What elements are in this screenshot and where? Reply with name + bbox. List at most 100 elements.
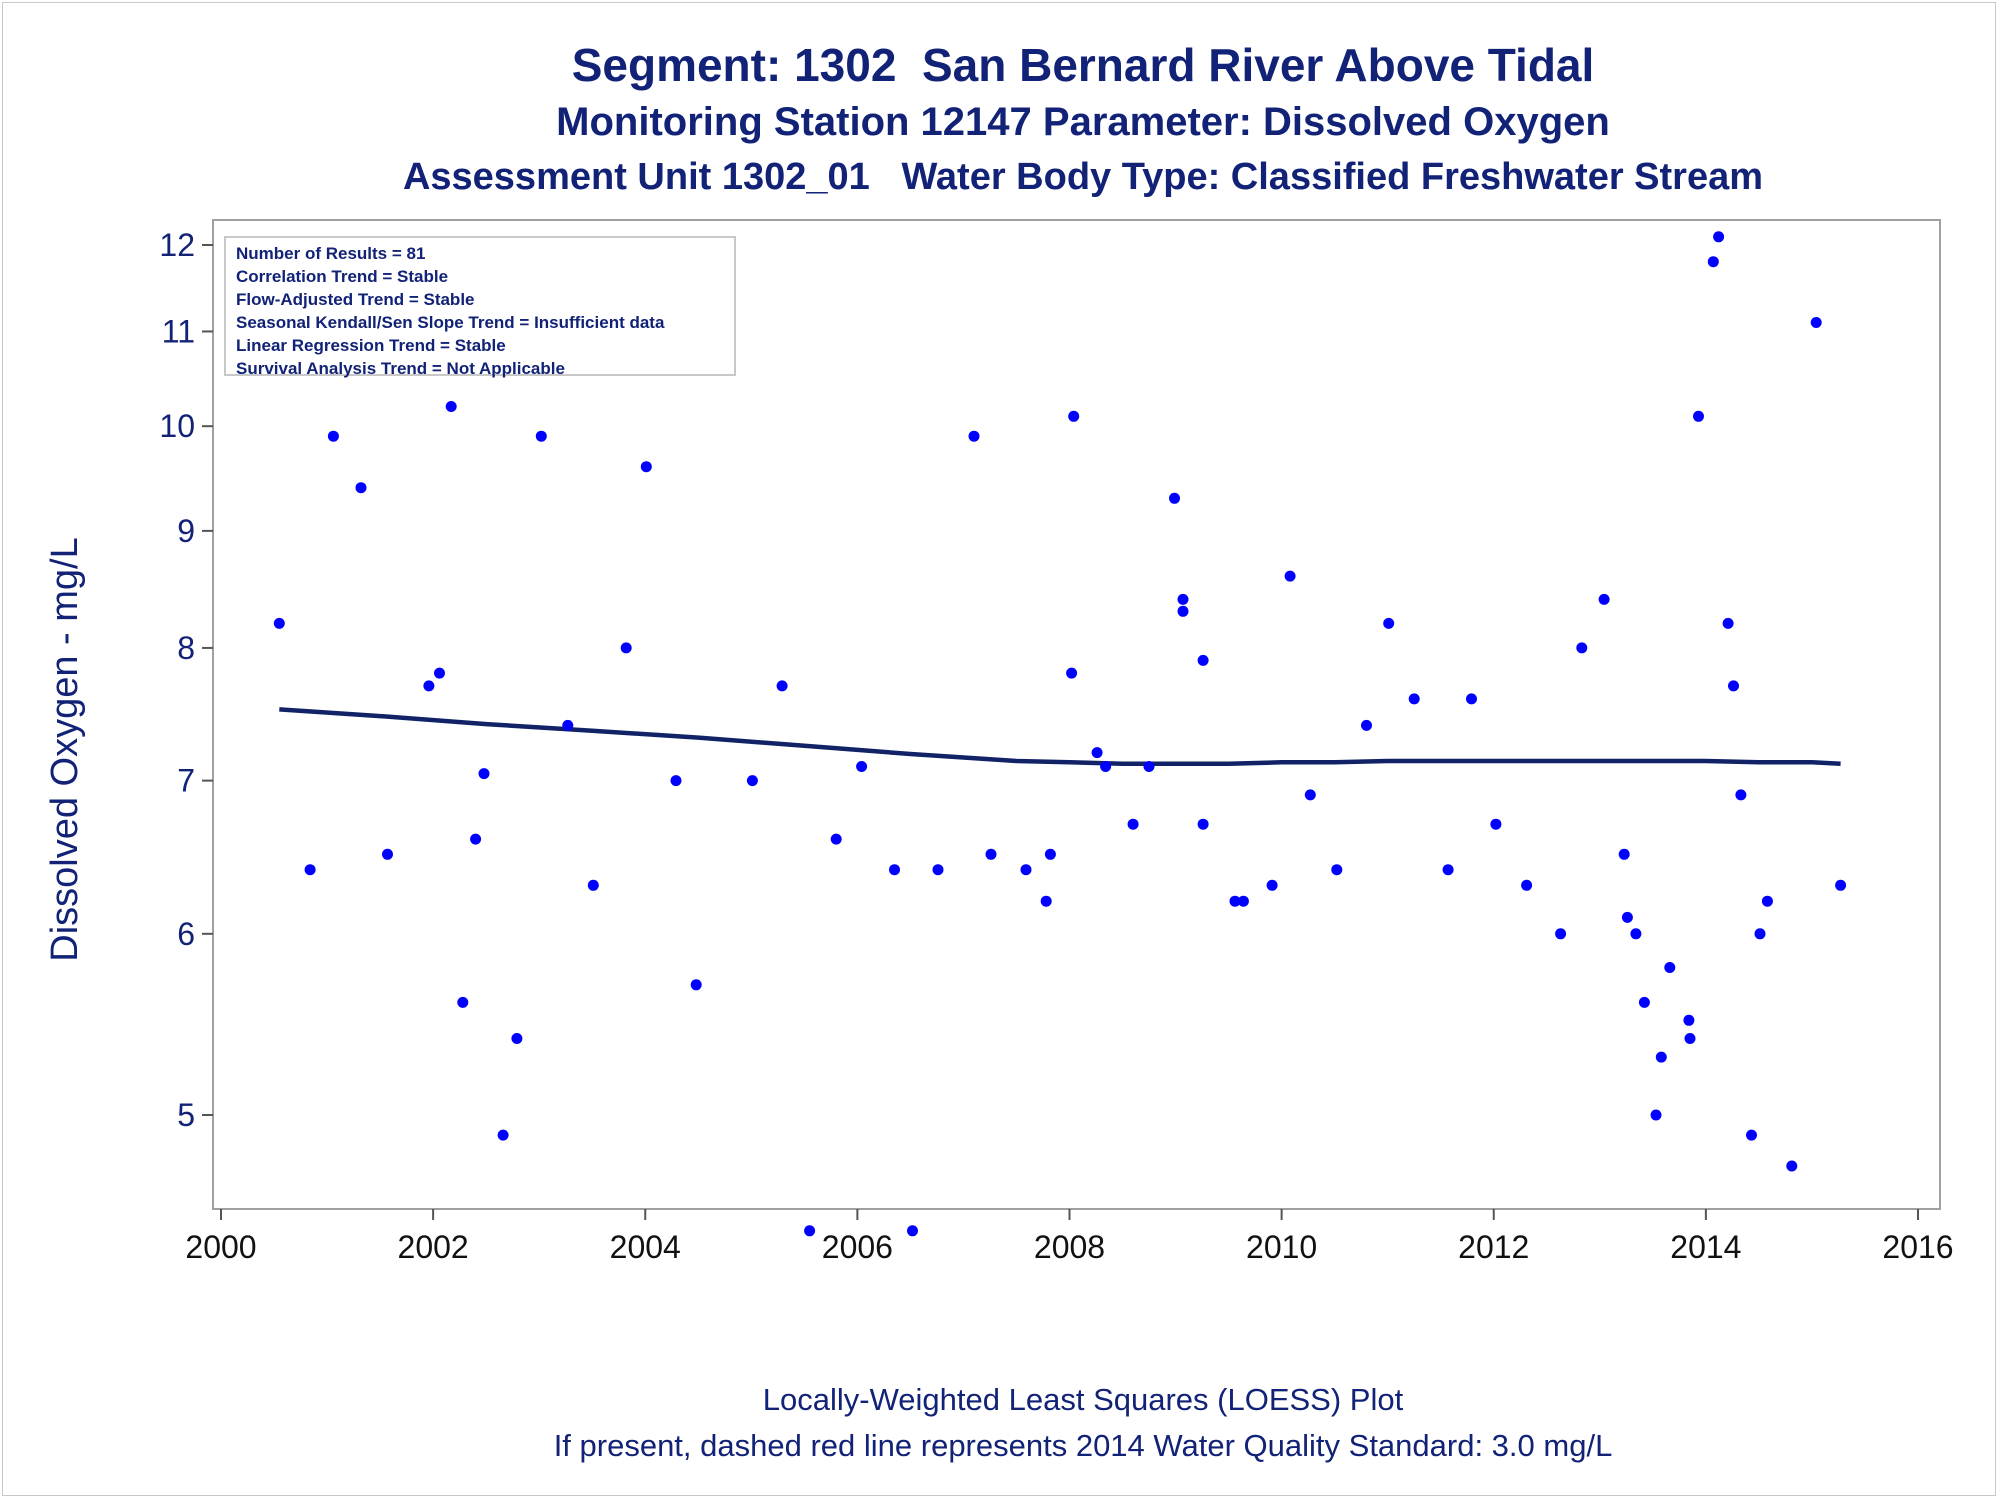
stat-linear-regression-trend: Linear Regression Trend = Stable <box>236 336 506 355</box>
data-point <box>1835 879 1847 891</box>
data-point <box>830 833 842 845</box>
data-point <box>932 864 944 876</box>
data-point <box>1229 895 1241 907</box>
data-point <box>907 1225 918 1237</box>
chart-subtitle-2: Assessment Unit 1302_01 Water Body Type:… <box>402 156 1764 198</box>
data-point <box>457 996 469 1008</box>
y-axis-tick-label: 12 <box>159 227 195 263</box>
data-point <box>1066 667 1078 679</box>
data-point <box>640 461 652 473</box>
data-point <box>1442 864 1454 876</box>
stat-number-of-results: Number of Results = 81 <box>236 244 426 263</box>
y-axis-tick-label: 8 <box>177 630 195 666</box>
data-point <box>470 833 482 845</box>
data-point <box>1237 895 1249 907</box>
data-point <box>804 1225 816 1237</box>
x-axis-tick-label: 2012 <box>1458 1229 1529 1265</box>
data-point <box>1576 642 1588 654</box>
data-point <box>1361 719 1372 731</box>
data-point <box>1040 895 1052 907</box>
data-point <box>1304 789 1316 801</box>
data-point <box>1490 818 1502 830</box>
data-point <box>1466 693 1477 705</box>
data-point <box>1664 962 1676 973</box>
y-axis-tick-label: 6 <box>177 916 195 952</box>
data-point <box>1127 818 1139 830</box>
x-axis-tick-label: 2014 <box>1670 1229 1741 1265</box>
data-point <box>1068 410 1080 422</box>
trend-statistics-box: Number of Results = 81 Correlation Trend… <box>224 236 736 378</box>
data-point <box>1266 879 1278 891</box>
y-axis-tick-label: 11 <box>162 313 195 349</box>
data-point <box>889 864 900 876</box>
data-point <box>746 775 758 787</box>
data-point <box>1735 789 1747 801</box>
stat-correlation-trend: Correlation Trend = Stable <box>236 267 449 286</box>
x-axis-tick-label: 2000 <box>185 1229 256 1265</box>
data-point <box>1521 879 1533 891</box>
x-axis-tick-label: 2002 <box>398 1229 469 1265</box>
data-point <box>423 680 435 692</box>
data-point <box>1786 1160 1798 1172</box>
y-axis-tick-label: 5 <box>177 1097 195 1133</box>
data-point <box>856 761 868 772</box>
data-point <box>1091 747 1103 759</box>
data-point <box>776 680 788 692</box>
y-axis-tick-label: 10 <box>159 408 195 444</box>
data-point <box>434 667 445 679</box>
data-point <box>1728 680 1739 692</box>
data-point <box>1684 1033 1696 1044</box>
plot-area-frame <box>212 219 1941 1210</box>
data-point <box>511 1033 523 1044</box>
data-point <box>445 401 457 412</box>
y-axis-tick-label: 7 <box>177 763 195 799</box>
data-point <box>562 719 574 731</box>
footnote-water-quality-standard: If present, dashed red line represents 2… <box>553 1428 1613 1463</box>
chart-title: Segment: 1302 San Bernard River Above Ti… <box>571 39 1595 91</box>
data-point <box>1810 317 1822 328</box>
data-point <box>1598 593 1610 605</box>
data-point <box>1630 928 1642 940</box>
data-point <box>1284 570 1296 582</box>
chart-subtitle: Monitoring Station 12147 Parameter: Diss… <box>556 100 1610 144</box>
x-axis-tick-label: 2008 <box>1034 1229 1105 1265</box>
data-point <box>1143 761 1155 772</box>
x-axis-tick-label: 2006 <box>822 1229 893 1265</box>
data-point <box>1555 928 1567 940</box>
y-axis-tick-label: 9 <box>177 513 195 549</box>
data-point <box>1044 848 1056 860</box>
data-point <box>985 848 997 860</box>
data-point <box>1638 996 1650 1008</box>
data-point <box>535 430 547 442</box>
data-point <box>1618 848 1630 860</box>
stat-seasonal-kendall-trend: Seasonal Kendall/Sen Slope Trend = Insuf… <box>236 313 665 332</box>
data-point <box>1408 693 1420 705</box>
data-point <box>497 1129 509 1141</box>
footnote-loess: Locally-Weighted Least Squares (LOESS) P… <box>762 1382 1404 1417</box>
data-point <box>1650 1109 1662 1121</box>
data-point <box>273 617 285 629</box>
x-axis-tick-label: 2016 <box>1882 1229 1953 1265</box>
data-point <box>1754 928 1766 940</box>
data-point <box>1100 761 1112 772</box>
data-point <box>690 979 702 991</box>
data-point <box>670 775 682 787</box>
data-point <box>1693 410 1704 422</box>
data-point <box>304 864 316 876</box>
data-point <box>1197 654 1209 666</box>
data-point <box>1383 617 1395 629</box>
data-point <box>1621 911 1633 923</box>
data-point <box>1683 1014 1695 1026</box>
data-point <box>1169 492 1180 504</box>
data-point <box>1722 617 1734 629</box>
data-point <box>1331 864 1343 876</box>
data-point <box>478 768 490 780</box>
data-point <box>620 642 632 654</box>
data-point <box>1655 1051 1667 1063</box>
x-axis-tick-label: 2010 <box>1246 1229 1317 1265</box>
loess-trend-line <box>279 707 1841 766</box>
stat-survival-analysis-trend: Survival Analysis Trend = Not Applicable <box>236 359 565 378</box>
data-point <box>1707 256 1719 268</box>
